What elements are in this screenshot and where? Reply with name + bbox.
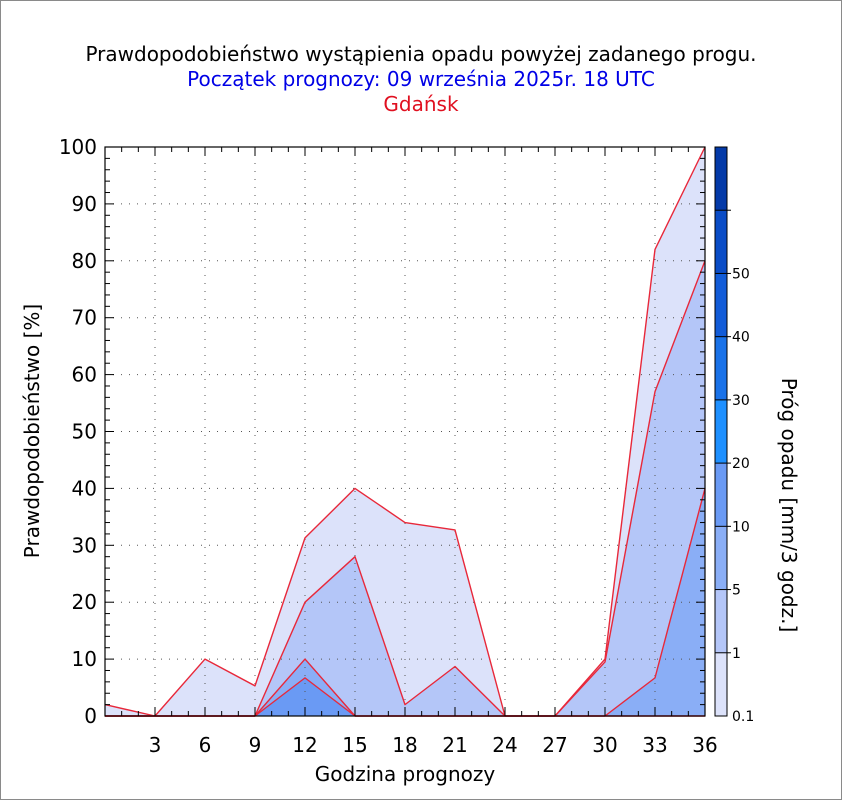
y-tick-label: 0 <box>84 704 97 728</box>
forecast-start-subtitle: Początek prognozy: 09 września 2025r. 18… <box>187 67 655 91</box>
colorbar-tick-label: 30 <box>732 393 750 409</box>
colorbar-segment <box>715 463 727 527</box>
colorbar-label: Próg opadu [mm/3 godz.] <box>777 378 801 633</box>
colorbar-segment <box>715 652 727 716</box>
y-tick-label: 80 <box>72 249 97 273</box>
station-name: Gdańsk <box>383 92 459 116</box>
colorbar-tick-label: 10 <box>732 519 750 535</box>
y-axis-label: Prawdopodobieństwo [%] <box>20 304 44 558</box>
colorbar-tick-label: 1 <box>732 646 741 662</box>
x-tick-label: 3 <box>149 733 162 757</box>
x-axis-label: Godzina prognozy <box>315 762 496 786</box>
area-threshold-2 <box>105 260 705 716</box>
x-tick-label: 36 <box>692 733 717 757</box>
colorbar-segment <box>715 273 727 337</box>
y-tick-label: 50 <box>72 420 97 444</box>
colorbar-segment <box>715 399 727 464</box>
x-tick-label: 15 <box>342 733 367 757</box>
y-tick-label: 30 <box>72 533 97 557</box>
colorbar-segment <box>715 210 727 274</box>
colorbar-segment <box>715 526 727 590</box>
colorbar-border <box>714 146 728 717</box>
colorbar-segment <box>715 147 727 211</box>
x-tick-label: 12 <box>292 733 317 757</box>
y-tick-label: 90 <box>72 192 97 216</box>
y-tick-label: 20 <box>72 590 97 614</box>
y-tick-label: 70 <box>72 306 97 330</box>
colorbar-tick-label: 50 <box>732 266 750 282</box>
y-tick-label: 10 <box>72 647 97 671</box>
colorbar-tick-label: 20 <box>732 456 750 472</box>
y-tick-label: 40 <box>72 476 97 500</box>
x-tick-label: 6 <box>199 733 212 757</box>
x-tick-label: 33 <box>642 733 667 757</box>
y-tick-label: 60 <box>72 363 97 387</box>
colorbar-tick-label: 5 <box>732 583 741 599</box>
x-tick-label: 9 <box>249 733 262 757</box>
colorbar-segment <box>715 589 727 653</box>
colorbar-tick-label: 0.1 <box>732 709 754 725</box>
x-tick-label: 30 <box>592 733 617 757</box>
y-tick-label: 100 <box>59 135 97 159</box>
chart-title: Prawdopodobieństwo wystąpienia opadu pow… <box>85 42 757 66</box>
colorbar-segment <box>715 336 727 400</box>
x-tick-label: 21 <box>442 733 467 757</box>
x-tick-label: 27 <box>542 733 567 757</box>
x-tick-label: 18 <box>392 733 417 757</box>
colorbar-tick-label: 40 <box>732 330 750 346</box>
x-tick-label: 24 <box>492 733 517 757</box>
area-threshold-3 <box>105 488 705 716</box>
